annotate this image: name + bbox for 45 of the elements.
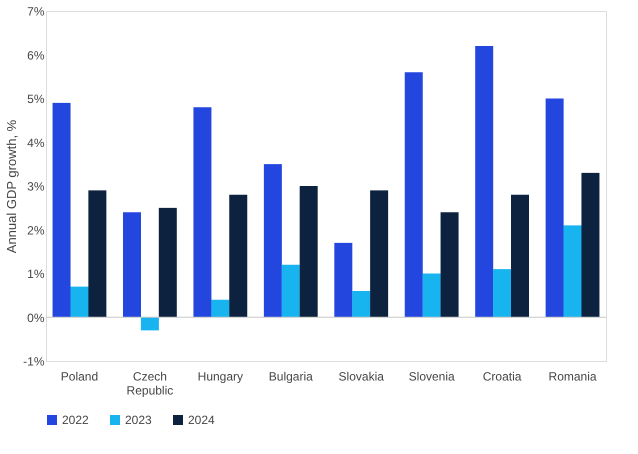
y-tick-label: 0%: [27, 310, 45, 325]
bar: [352, 291, 370, 318]
y-tick-label: 6%: [27, 48, 45, 62]
y-tick-label: 7%: [27, 4, 45, 18]
bar: [546, 98, 564, 318]
bar: [140, 317, 159, 330]
bar: [52, 102, 71, 318]
bar: [282, 264, 300, 318]
bar: [334, 242, 352, 318]
bar: [158, 208, 177, 318]
legend-label: 2022: [62, 413, 90, 427]
bar: [264, 164, 282, 318]
x-tick-label: Slovakia: [338, 370, 384, 384]
bar: [193, 107, 212, 318]
bar: [370, 190, 388, 318]
bar: [564, 225, 582, 318]
bar: [229, 194, 248, 318]
x-tick-label: Hungary: [198, 370, 244, 384]
y-tick-label: 1%: [27, 267, 45, 281]
y-tick-label: 2%: [27, 223, 45, 238]
y-tick-label: -1%: [23, 354, 45, 368]
bar: [122, 212, 141, 318]
y-tick-label: 5%: [27, 92, 45, 106]
bar: [300, 186, 318, 318]
y-axis-title: Annual GDP growth, %: [4, 119, 20, 254]
bar: [211, 300, 230, 318]
bar: [422, 274, 441, 318]
bar: [493, 269, 512, 318]
bar: [440, 212, 459, 318]
bar: [404, 72, 423, 318]
x-tick-label: Bulgaria: [268, 370, 314, 384]
x-tick-label: Czech Republic: [126, 370, 174, 398]
y-tick-label: 4%: [27, 136, 45, 150]
legend-label: 2023: [125, 413, 152, 427]
bar: [581, 172, 600, 318]
bar: [70, 286, 88, 318]
x-tick-label: Slovenia: [408, 370, 455, 384]
x-tick-label: Croatia: [482, 370, 522, 384]
y-tick-label: 3%: [27, 180, 45, 194]
bar: [511, 194, 530, 318]
x-tick-label: Poland: [60, 370, 98, 384]
bar: [88, 190, 106, 318]
bar: [475, 46, 494, 318]
x-tick-label: Romania: [548, 370, 597, 384]
legend-label: 2024: [188, 413, 216, 427]
